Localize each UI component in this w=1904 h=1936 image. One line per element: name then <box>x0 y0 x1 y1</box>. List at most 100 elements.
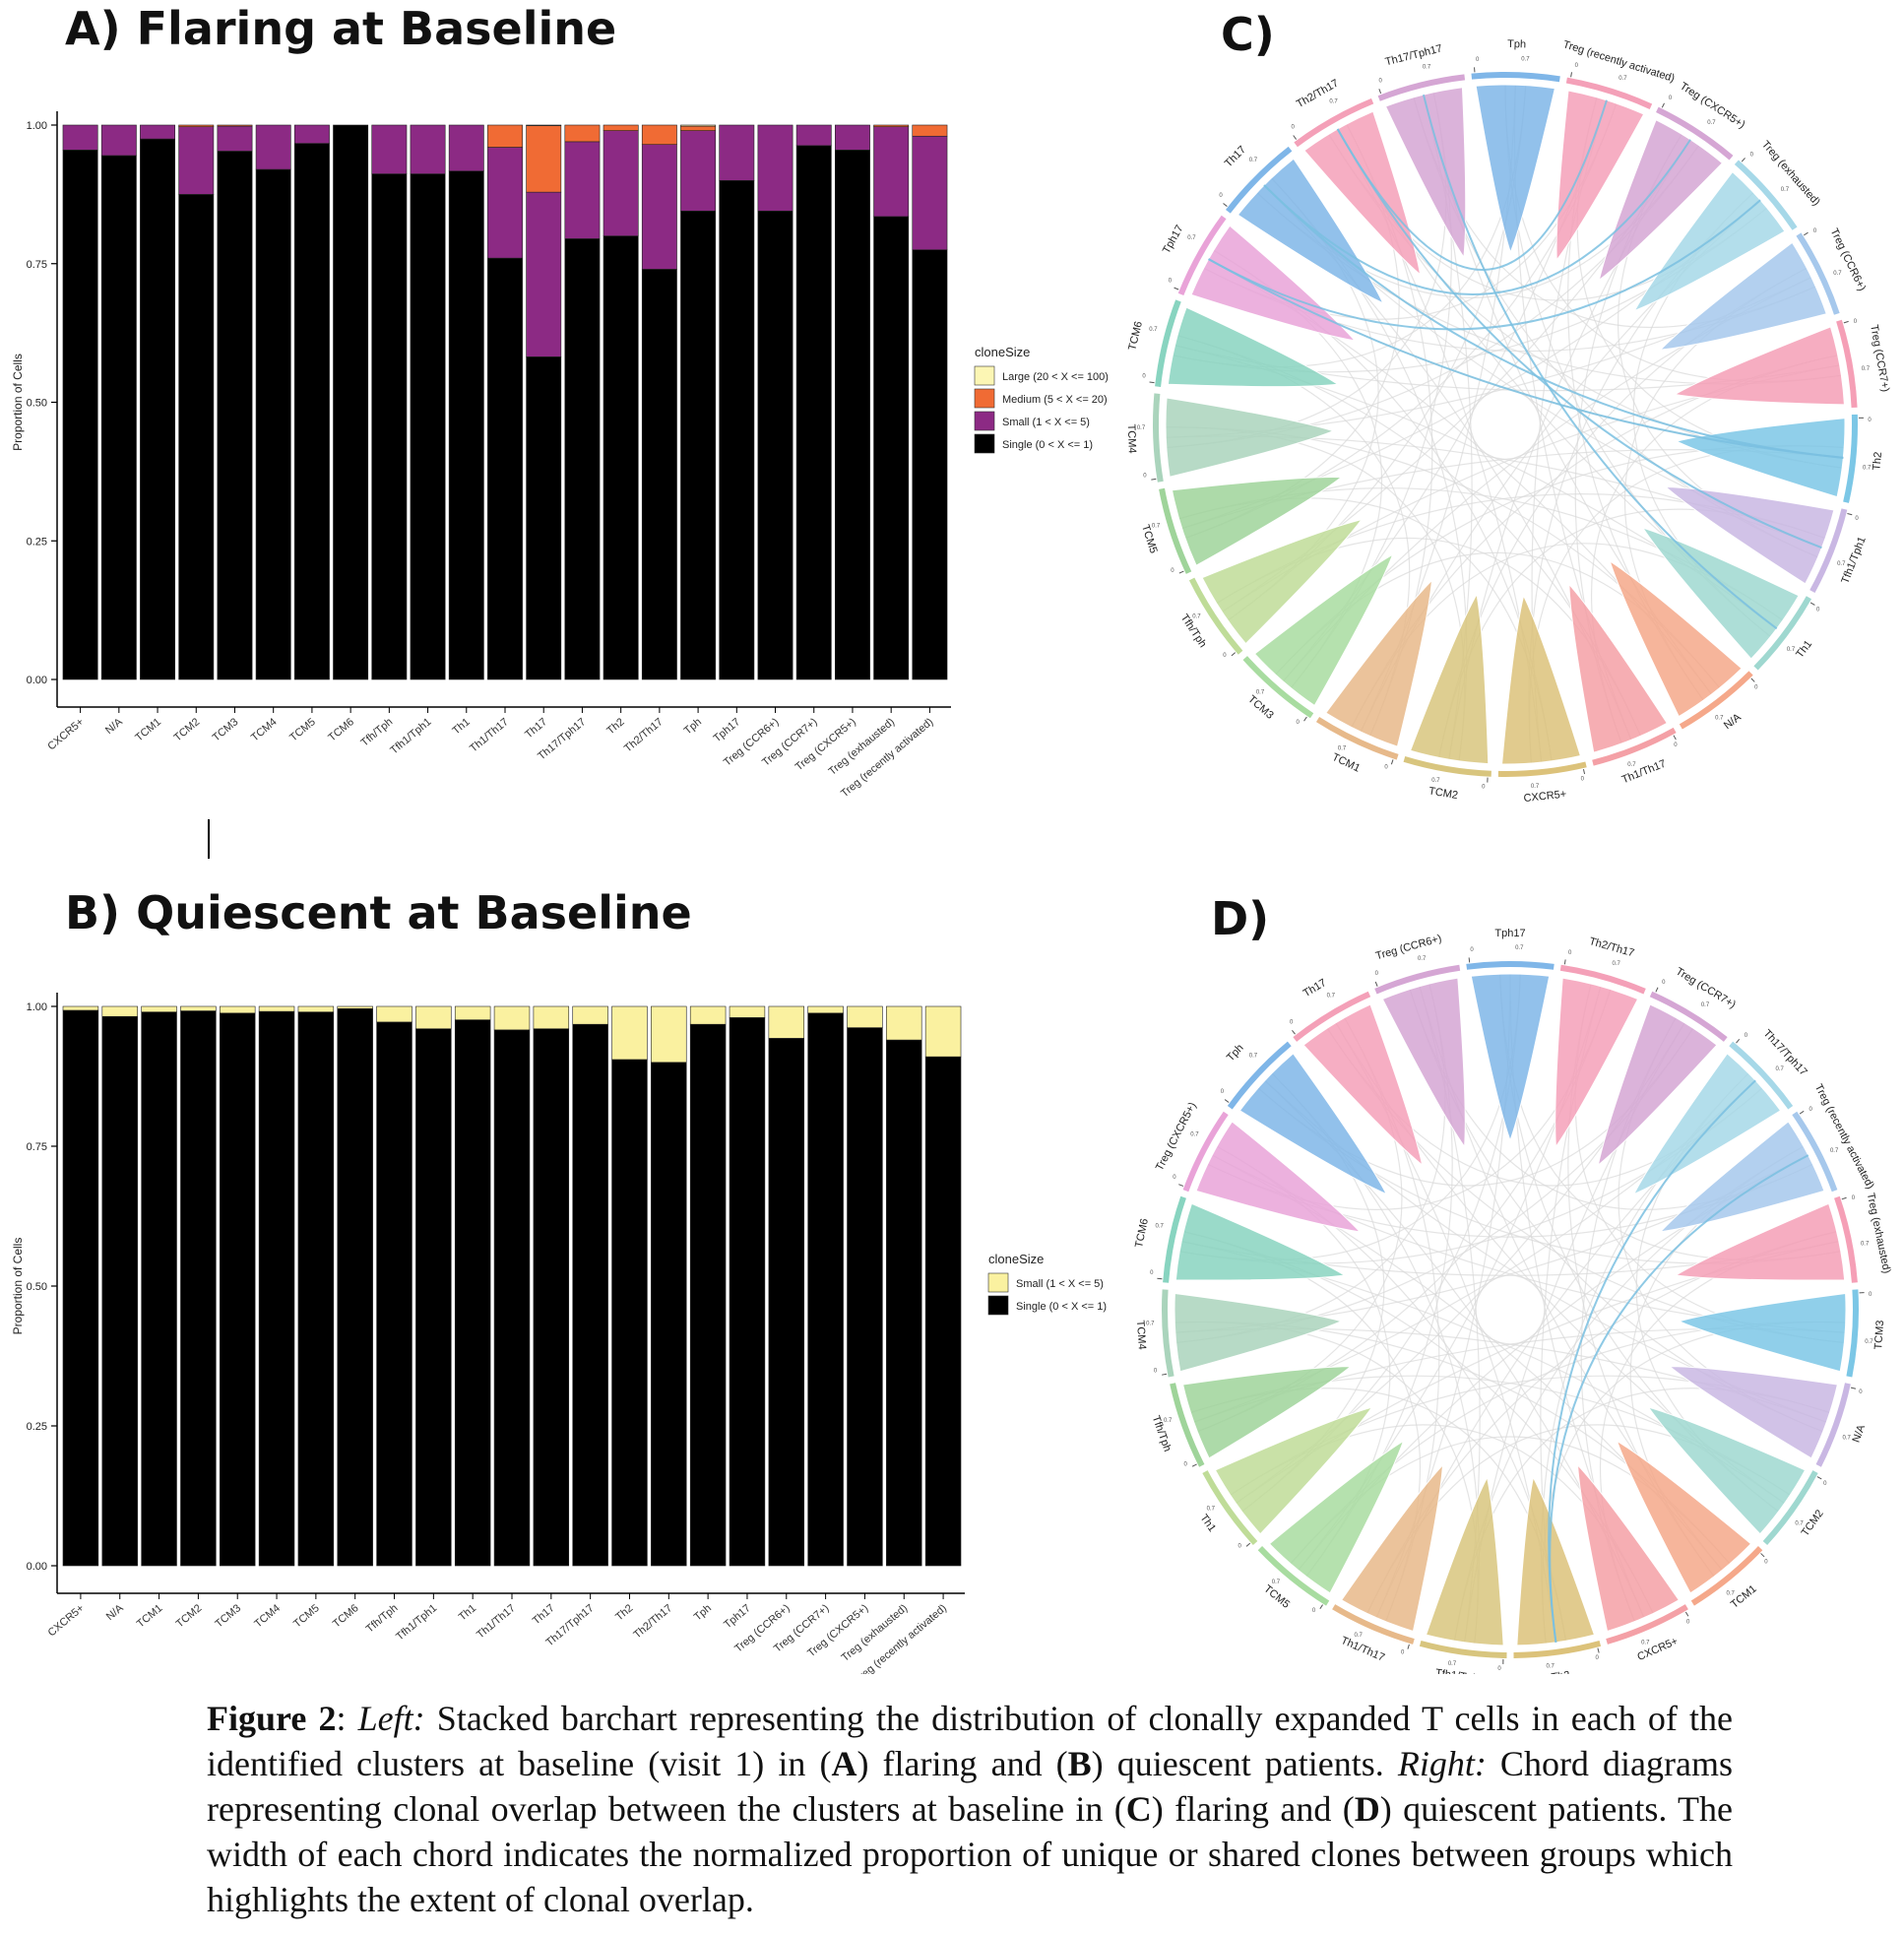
bar-small <box>526 191 562 357</box>
bar-single <box>912 249 948 680</box>
bar-single <box>140 138 175 680</box>
sector-label: TCM6 <box>1133 1217 1151 1249</box>
bar-small <box>680 130 717 212</box>
self-chord <box>1597 1003 1718 1167</box>
bar-smallb <box>101 1005 138 1017</box>
sector-tick <box>1673 735 1677 741</box>
legend-label: Medium (5 < X <= 20) <box>1002 394 1108 406</box>
sector-label: TCM1 <box>1729 1583 1759 1611</box>
bar-smallb <box>180 1005 217 1011</box>
bar-single <box>337 1007 373 1567</box>
self-chord <box>1664 485 1835 585</box>
sector-tick-label: 0 <box>1750 153 1754 159</box>
x-tick-label: Th2/Th17 <box>631 1602 674 1641</box>
sector-tick <box>1847 513 1853 516</box>
x-tick-label: TCM5 <box>291 1602 322 1630</box>
x-tick-label: TCM4 <box>252 1602 283 1630</box>
sector-label: TCM3 <box>1245 693 1276 722</box>
bar-single <box>493 1029 531 1567</box>
sector-tick-label: 0.7 <box>1146 1322 1155 1327</box>
bar-smallb <box>219 1005 256 1014</box>
bar-single <box>62 150 98 680</box>
sector-tick-label: 0.7 <box>1701 1002 1710 1008</box>
sector-tick-label: 0.7 <box>1776 1066 1785 1072</box>
bar-medium <box>217 124 253 127</box>
sector-tick <box>1799 1110 1805 1115</box>
chord-line <box>1208 199 1761 331</box>
sector-label: Th1 <box>1197 1513 1218 1534</box>
x-tick-label: Th17 <box>531 1602 557 1627</box>
sector-tick <box>1390 759 1394 765</box>
bar-single <box>487 257 523 680</box>
bar-single <box>757 210 793 680</box>
sector-tick <box>1684 1611 1689 1617</box>
sector-tick <box>1468 957 1471 963</box>
sector-tick <box>1293 135 1298 140</box>
caption-text-3: ) quiescent patients. <box>1091 1744 1398 1783</box>
panel-d-title: D) <box>1211 892 1270 945</box>
x-tick-label: CXCR5+ <box>46 1602 87 1639</box>
bar-smallb <box>454 1005 491 1020</box>
self-chord <box>1568 583 1669 753</box>
bar-small <box>641 144 677 270</box>
sector-track <box>1592 727 1677 766</box>
sector-track <box>1649 991 1728 1042</box>
sector-track <box>1497 761 1587 777</box>
sector-tick <box>1843 320 1849 324</box>
chord-line <box>1184 102 1618 540</box>
sector-track <box>1152 393 1164 483</box>
bar-single <box>651 1062 687 1567</box>
sector-tick-label: 0 <box>1816 608 1820 613</box>
sector-tick-label: 0.7 <box>1418 956 1427 962</box>
figure-canvas: 0.00 0.25 0.50 0.75 1.00 Proportion of Cells C… <box>11 38 1892 1674</box>
bar-chart-a: 0.00 0.25 0.50 0.75 1.00 Proportion of Cells C… <box>11 111 1109 800</box>
self-chord <box>1214 1406 1373 1535</box>
bar-smallb <box>337 1005 373 1009</box>
sector-tick-label: 0 <box>1745 1033 1748 1039</box>
sector-label: TCM2 <box>1428 785 1459 802</box>
sector-track <box>1242 656 1314 719</box>
sector-tick-label: 0.7 <box>1515 945 1524 951</box>
self-chord <box>1516 1475 1596 1646</box>
sector-track <box>1293 991 1371 1042</box>
panel-a-title: A) Flaring at Baseline <box>65 2 617 55</box>
x-tick-label: Tfh1/Tph1 <box>388 716 433 756</box>
sector-tick-label: 0.7 <box>1192 613 1201 619</box>
bar-single <box>807 1012 844 1567</box>
sector-tick <box>1151 478 1157 481</box>
sector-tick-label: 0.7 <box>1249 1053 1258 1059</box>
caption-right: Right: <box>1397 1744 1487 1783</box>
sector-tick-label: 0 <box>1764 1560 1768 1566</box>
bar-single <box>371 173 408 680</box>
self-chord <box>1325 579 1433 747</box>
sector-track <box>1792 1111 1838 1193</box>
bar-medium <box>564 124 601 143</box>
self-chord <box>1609 559 1743 718</box>
sector-label: N/A <box>1722 711 1744 732</box>
caption-text-2: ) flaring and ( <box>857 1744 1068 1783</box>
bar-single <box>641 269 677 680</box>
sector-tick <box>1178 570 1184 574</box>
sector-tick <box>1809 602 1815 606</box>
sector-tick-label: 0 <box>1384 765 1388 771</box>
bar-smallb <box>415 1005 452 1030</box>
bar-smallb <box>729 1005 766 1018</box>
caption-ref-d: D <box>1354 1789 1380 1829</box>
sector-track <box>1377 74 1466 101</box>
x-tick-label: Tph <box>682 716 704 737</box>
bar-smallb <box>493 1005 531 1031</box>
y-tick-label: 0.25 <box>27 536 47 548</box>
sector-tick-label: 0.7 <box>1327 994 1336 1000</box>
bar-large <box>526 124 562 126</box>
caption-ref-b: B <box>1067 1744 1092 1783</box>
sector-tick-label: 0 <box>1595 1655 1599 1661</box>
bar-single <box>297 1011 335 1567</box>
x-tick-label: Th2 <box>604 716 626 737</box>
x-tick-label: CXCR5+ <box>45 716 86 752</box>
sector-tick <box>1841 1196 1847 1200</box>
bar-medium <box>680 125 717 131</box>
sector-tick-label: 0 <box>1173 1175 1176 1181</box>
sector-tick-label: 0 <box>1470 947 1474 953</box>
sector-label: Th2 <box>1551 1669 1570 1674</box>
sector-track <box>1159 487 1192 574</box>
